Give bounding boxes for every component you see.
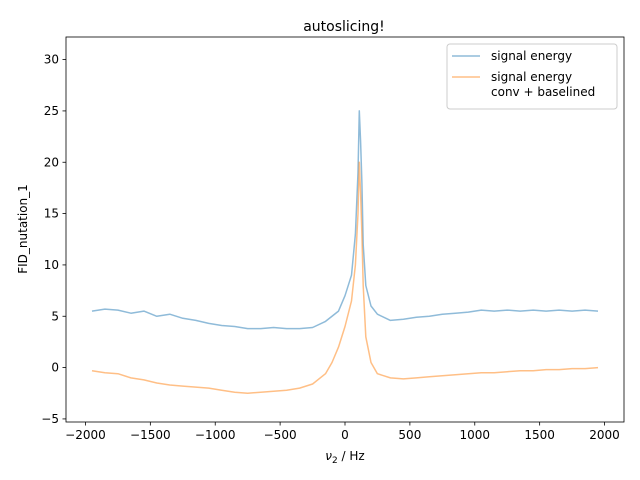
x-tick-label: 1500 — [524, 428, 555, 442]
plot-frame — [65, 36, 625, 423]
x-axis-label: ν2 / Hz — [325, 449, 364, 466]
chart-title: autoslicing! — [303, 19, 385, 35]
y-tick-label: 20 — [44, 155, 59, 169]
y-tick-label: 5 — [51, 309, 59, 323]
x-tick-label: 0 — [341, 428, 349, 442]
series-layer — [91, 110, 599, 395]
y-tick-label: 25 — [44, 104, 59, 118]
y-tick-label: 15 — [44, 207, 59, 221]
x-tick-label: −500 — [264, 428, 297, 442]
x-tick-label: −1000 — [195, 428, 236, 442]
axes-layer: −2000 −1500 −1000 −500 0 500 1000 1500 2000 −5 0 5 1… — [41, 53, 620, 442]
y-tick-label: 10 — [44, 258, 59, 272]
x-tick-label: −2000 — [65, 428, 106, 442]
x-tick-label: −1500 — [130, 428, 171, 442]
x-axis-label-main: ν — [325, 449, 332, 463]
legend-label-1: signal energy — [491, 49, 572, 63]
y-axis-label: FID_nutation_1 — [16, 184, 30, 274]
y-tick-label: 30 — [44, 53, 59, 67]
x-tick-label: 1000 — [459, 428, 490, 442]
series-line-1 — [91, 110, 599, 330]
y-tick-label: 0 — [51, 361, 59, 375]
x-axis-label-rest: / Hz — [338, 449, 365, 463]
x-tick-label: 500 — [398, 428, 421, 442]
series-line-2 — [91, 161, 599, 395]
y-tick-label: −5 — [41, 412, 59, 426]
legend-box — [446, 43, 618, 110]
x-tick-label: 2000 — [589, 428, 620, 442]
legend-label-2: conv + baselined — [491, 85, 595, 99]
legend-label-2: signal energy — [491, 70, 572, 84]
x-axis-label-sub: 2 — [332, 456, 338, 466]
